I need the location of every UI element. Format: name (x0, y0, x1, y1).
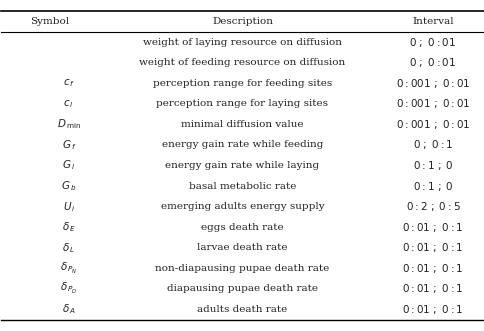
Text: $0{:}01\ ;\ 0{:}1$: $0{:}01\ ;\ 0{:}1$ (401, 221, 463, 234)
Text: $0\ ;\ 0{:}01$: $0\ ;\ 0{:}01$ (408, 56, 455, 69)
Text: $0{:}01\ ;\ 0{:}1$: $0{:}01\ ;\ 0{:}1$ (401, 303, 463, 316)
Text: $\delta_{\,P_N}$: $\delta_{\,P_N}$ (60, 261, 77, 276)
Text: $G_{\,l}$: $G_{\,l}$ (62, 159, 76, 172)
Text: $0{:}1\ ;\ 0$: $0{:}1\ ;\ 0$ (412, 180, 453, 193)
Text: energy gain rate while feeding: energy gain rate while feeding (162, 140, 322, 149)
Text: emerging adults energy supply: emerging adults energy supply (160, 202, 324, 211)
Text: $0\ ;\ 0{:}1$: $0\ ;\ 0{:}1$ (412, 138, 453, 151)
Text: $\delta_{\,E}$: $\delta_{\,E}$ (62, 220, 76, 234)
Text: $0{:}001\ ;\ 0{:}01$: $0{:}001\ ;\ 0{:}01$ (395, 77, 469, 90)
Text: $c_{\,l}$: $c_{\,l}$ (63, 98, 74, 110)
Text: $U_{\,i}$: $U_{\,i}$ (62, 200, 75, 213)
Text: $0{:}1\ ;\ 0$: $0{:}1\ ;\ 0$ (412, 159, 453, 172)
Text: Symbol: Symbol (30, 17, 69, 26)
Text: adults death rate: adults death rate (197, 305, 287, 314)
Text: $\delta_{\,P_D}$: $\delta_{\,P_D}$ (60, 281, 77, 297)
Text: $0{:}01\ ;\ 0{:}1$: $0{:}01\ ;\ 0{:}1$ (401, 241, 463, 254)
Text: Interval: Interval (411, 17, 453, 26)
Text: non-diapausing pupae death rate: non-diapausing pupae death rate (155, 264, 329, 273)
Text: Description: Description (212, 17, 272, 26)
Text: $0{:}001\ ;\ 0{:}01$: $0{:}001\ ;\ 0{:}01$ (395, 97, 469, 110)
Text: $0{:}01\ ;\ 0{:}1$: $0{:}01\ ;\ 0{:}1$ (401, 262, 463, 275)
Text: $0{:}2\ ;\ 0{:}5$: $0{:}2\ ;\ 0{:}5$ (405, 200, 459, 213)
Text: basal metabolic rate: basal metabolic rate (188, 182, 296, 191)
Text: perception range for feeding sites: perception range for feeding sites (152, 79, 332, 88)
Text: $\delta_{\,L}$: $\delta_{\,L}$ (62, 241, 76, 255)
Text: $G_{\,f}$: $G_{\,f}$ (61, 138, 76, 152)
Text: diapausing pupae death rate: diapausing pupae death rate (166, 284, 318, 293)
Text: energy gain rate while laying: energy gain rate while laying (165, 161, 319, 170)
Text: $0{:}01\ ;\ 0{:}1$: $0{:}01\ ;\ 0{:}1$ (401, 282, 463, 295)
Text: larvae death rate: larvae death rate (197, 243, 287, 252)
Text: $c_{\,f}$: $c_{\,f}$ (62, 77, 75, 89)
Text: eggs death rate: eggs death rate (201, 223, 283, 232)
Text: $\delta_{\,A}$: $\delta_{\,A}$ (62, 303, 76, 316)
Text: $D_{\,\mathrm{min}}$: $D_{\,\mathrm{min}}$ (57, 118, 81, 131)
Text: weight of feeding resource on diffusion: weight of feeding resource on diffusion (139, 58, 345, 67)
Text: $G_{\,b}$: $G_{\,b}$ (61, 179, 76, 193)
Text: $0\ ;\ 0{:}01$: $0\ ;\ 0{:}01$ (408, 36, 455, 49)
Text: perception range for laying sites: perception range for laying sites (156, 99, 328, 108)
Text: minimal diffusion value: minimal diffusion value (181, 120, 303, 129)
Text: weight of laying resource on diffusion: weight of laying resource on diffusion (143, 38, 341, 47)
Text: $0{:}001\ ;\ 0{:}01$: $0{:}001\ ;\ 0{:}01$ (395, 118, 469, 131)
